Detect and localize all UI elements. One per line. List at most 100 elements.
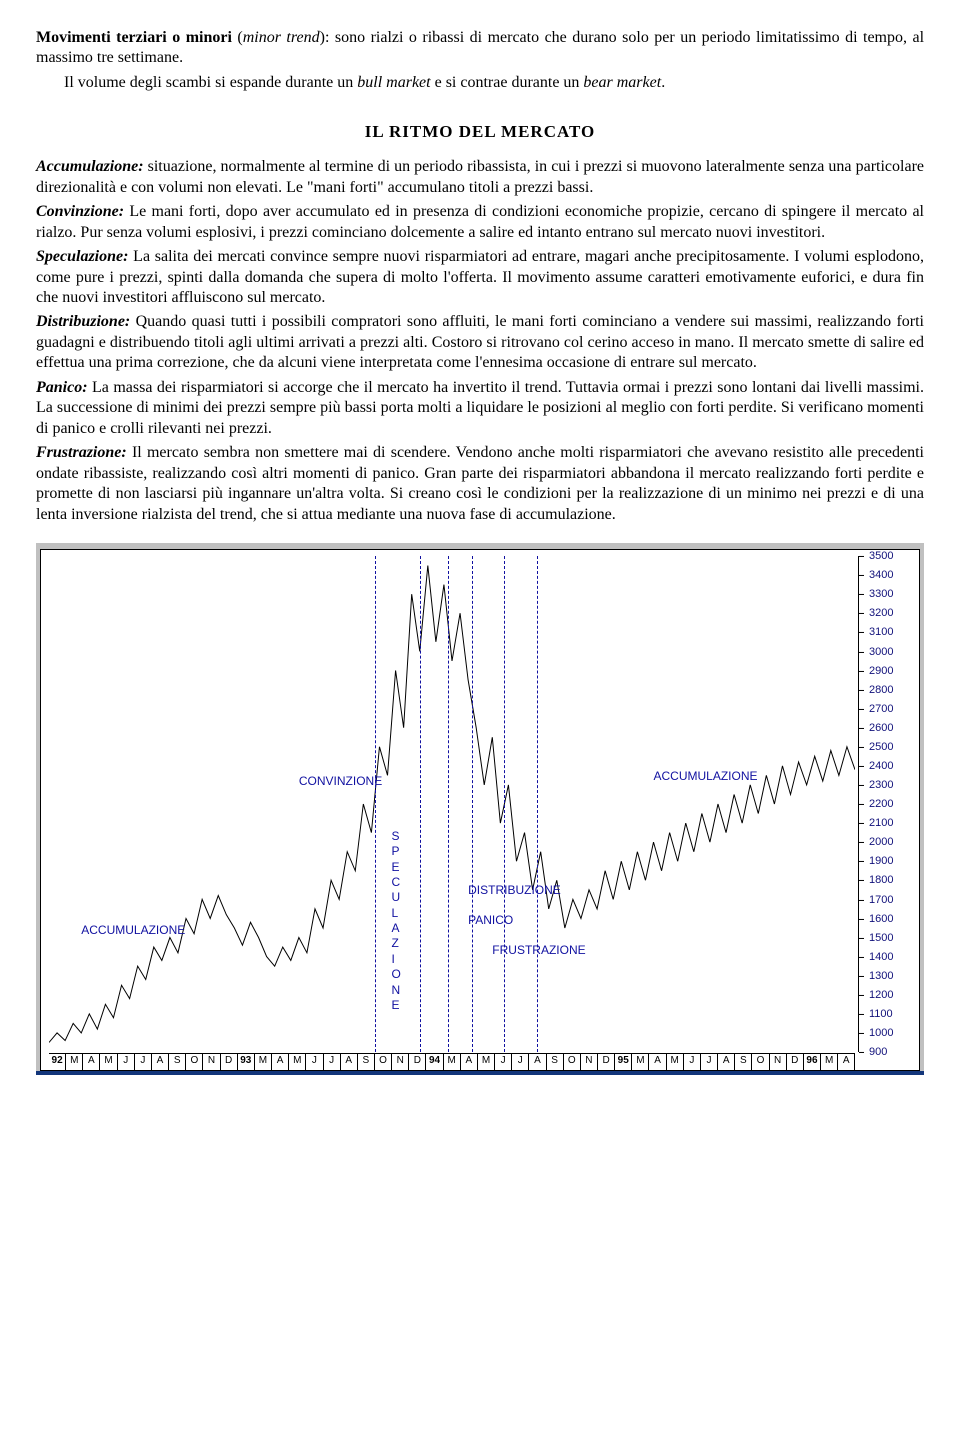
intro-p1-italic: minor trend	[243, 29, 320, 46]
chart-y-tick: 3500	[859, 549, 893, 563]
intro-p1: Movimenti terziari o minori (minor trend…	[36, 28, 924, 69]
chart-x-tick: 93	[238, 1054, 255, 1070]
chart-x-tick: A	[838, 1054, 855, 1070]
phase-frus-text: Il mercato sembra non smettere mai di sc…	[36, 444, 924, 522]
intro-p2-d: bear market	[583, 74, 661, 91]
chart-x-tick: O	[375, 1054, 392, 1070]
chart-y-tick: 2300	[859, 778, 893, 792]
chart-x-tick: J	[306, 1054, 323, 1070]
chart-phase-divider	[420, 556, 421, 1052]
chart-phase-label: ACCUMULAZIONE	[81, 923, 185, 938]
chart-x-tick: M	[632, 1054, 649, 1070]
intro-p2-e: .	[661, 74, 665, 91]
chart-y-tick: 900	[859, 1045, 887, 1059]
phase-spec: Speculazione: La salita dei mercati conv…	[36, 247, 924, 308]
intro-p2-c: e si contrae durante un	[431, 74, 584, 91]
chart-x-tick: A	[83, 1054, 100, 1070]
chart-y-tick: 3400	[859, 568, 893, 582]
chart-phase-label: PANICO	[468, 913, 513, 928]
chart-x-tick: A	[272, 1054, 289, 1070]
chart-x-tick: A	[718, 1054, 735, 1070]
chart-x-tick: J	[118, 1054, 135, 1070]
chart-y-tick: 2500	[859, 740, 893, 754]
chart-phase-label: FRUSTRAZIONE	[492, 943, 585, 958]
chart-y-tick: 2200	[859, 797, 893, 811]
chart-phase-divider	[504, 556, 505, 1052]
chart-phase-label: ACCUMULAZIONE	[654, 769, 758, 784]
chart-x-tick: M	[444, 1054, 461, 1070]
chart-x-tick: M	[289, 1054, 306, 1070]
intro-p2: Il volume degli scambi si espande durant…	[36, 73, 924, 93]
phase-spec-label: Speculazione:	[36, 248, 128, 265]
chart-y-tick: 2600	[859, 721, 893, 735]
intro-p1-paren: (	[232, 29, 243, 46]
chart-y-tick: 2900	[859, 664, 893, 678]
chart-x-tick: N	[581, 1054, 598, 1070]
chart-phase-divider	[375, 556, 376, 1052]
phase-pan-label: Panico:	[36, 379, 88, 396]
chart-y-tick: 2800	[859, 683, 893, 697]
chart-x-tick: M	[100, 1054, 117, 1070]
chart-phase-label: S P E C U L A Z I O N E	[392, 829, 401, 1013]
chart-y-tick: 1600	[859, 912, 893, 926]
chart-x-tick: J	[495, 1054, 512, 1070]
intro-p2-a: Il volume degli scambi si espande durant…	[64, 74, 357, 91]
chart-x-tick: M	[255, 1054, 272, 1070]
chart-x-tick: M	[66, 1054, 83, 1070]
chart-x-tick: D	[221, 1054, 238, 1070]
chart-x-tick: A	[529, 1054, 546, 1070]
phase-accum: Accumulazione: situazione, normalmente a…	[36, 157, 924, 198]
chart-phase-divider	[537, 556, 538, 1052]
chart-x-tick: 96	[804, 1054, 821, 1070]
chart: ACCUMULAZIONE CONVINZIONE S P E C U L A Z …	[40, 549, 920, 1071]
chart-y-tick: 1700	[859, 892, 893, 906]
chart-x-tick: D	[787, 1054, 804, 1070]
chart-phase-label: DISTRIBUZIONE	[468, 883, 561, 898]
chart-x-tick: D	[409, 1054, 426, 1070]
chart-y-tick: 3300	[859, 587, 893, 601]
chart-x-tick: 94	[426, 1054, 443, 1070]
chart-phase-label: CONVINZIONE	[299, 774, 382, 789]
phase-frus: Frustrazione: Il mercato sembra non smet…	[36, 443, 924, 525]
chart-y-tick: 1400	[859, 950, 893, 964]
chart-x-tick: J	[512, 1054, 529, 1070]
chart-frame: ACCUMULAZIONE CONVINZIONE S P E C U L A Z …	[36, 543, 924, 1075]
chart-y-axis: 3500340033003200310030002900280027002600…	[858, 556, 919, 1052]
intro-p2-b: bull market	[357, 74, 430, 91]
chart-x-tick: O	[186, 1054, 203, 1070]
chart-x-tick: A	[461, 1054, 478, 1070]
phase-dist-text: Quando quasi tutti i possibili comprator…	[36, 313, 924, 371]
chart-x-tick: M	[478, 1054, 495, 1070]
chart-y-tick: 1900	[859, 854, 893, 868]
chart-y-tick: 1300	[859, 969, 893, 983]
chart-x-tick: 95	[615, 1054, 632, 1070]
chart-x-tick: A	[341, 1054, 358, 1070]
chart-y-tick: 2700	[859, 702, 893, 716]
chart-x-tick: S	[735, 1054, 752, 1070]
chart-x-tick: A	[649, 1054, 666, 1070]
chart-x-tick: M	[667, 1054, 684, 1070]
phase-conv: Convinzione: Le mani forti, dopo aver ac…	[36, 202, 924, 243]
chart-x-tick: J	[324, 1054, 341, 1070]
chart-y-tick: 1200	[859, 988, 893, 1002]
chart-x-tick: N	[770, 1054, 787, 1070]
chart-y-tick: 2400	[859, 759, 893, 773]
phase-dist: Distribuzione: Quando quasi tutti i poss…	[36, 312, 924, 373]
chart-x-tick: S	[547, 1054, 564, 1070]
phase-conv-label: Convinzione:	[36, 203, 124, 220]
chart-y-tick: 1000	[859, 1026, 893, 1040]
phase-accum-text: situazione, normalmente al termine di un…	[36, 158, 924, 195]
chart-x-tick: O	[752, 1054, 769, 1070]
chart-y-tick: 1800	[859, 873, 893, 887]
chart-price-line	[49, 556, 855, 1052]
chart-x-axis: 92MAMJJASOND93MAMJJASOND94MAMJJASOND95MA…	[49, 1053, 855, 1070]
phase-pan-text: La massa dei risparmiatori si accorge ch…	[36, 379, 924, 437]
chart-x-tick: A	[152, 1054, 169, 1070]
chart-x-tick: M	[821, 1054, 838, 1070]
chart-y-tick: 3100	[859, 625, 893, 639]
phase-frus-label: Frustrazione:	[36, 444, 127, 461]
chart-x-tick: 92	[49, 1054, 66, 1070]
chart-x-tick: J	[701, 1054, 718, 1070]
phase-accum-label: Accumulazione:	[36, 158, 144, 175]
phase-pan: Panico: La massa dei risparmiatori si ac…	[36, 378, 924, 439]
